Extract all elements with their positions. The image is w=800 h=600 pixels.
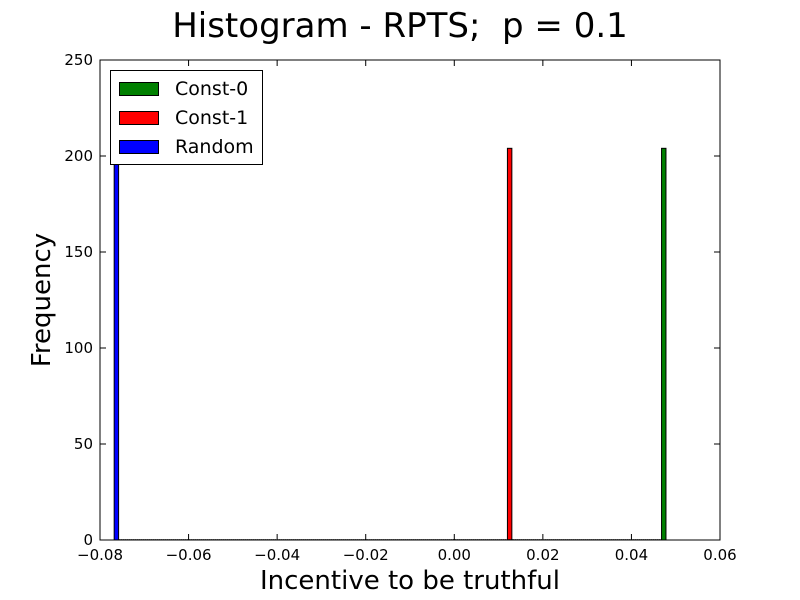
legend-label-const-0: Const-0 [175, 77, 249, 100]
plot-frame [99, 59, 721, 541]
legend-swatch-const-1 [119, 110, 159, 125]
legend-item-random: Random [119, 132, 254, 161]
axes-layer: −0.08 −0.06 −0.04 −0.02 0.00 0.02 0.04 0.06 0 50 1… [64, 51, 736, 564]
y-tick-label: 0 [83, 531, 93, 549]
bars-layer [113, 147, 667, 541]
bar-const-0-0 [661, 147, 667, 541]
x-tick-label: 0.04 [615, 546, 648, 564]
x-tick-label: −0.02 [343, 546, 389, 564]
x-tick-label: −0.06 [166, 546, 212, 564]
bar-random-0 [113, 147, 120, 541]
x-tick-label: 0.00 [438, 546, 471, 564]
y-tick-label: 150 [64, 243, 93, 261]
legend-swatch-const-0 [119, 81, 159, 96]
x-axis-label: Incentive to be truthful [259, 566, 560, 596]
y-tick-label: 200 [64, 147, 93, 165]
bar-const-1-0 [506, 147, 513, 541]
legend-item-const-1: Const-1 [119, 103, 254, 132]
legend-swatch-random [119, 139, 159, 154]
y-tick-label: 250 [64, 51, 93, 69]
legend-item-const-0: Const-0 [119, 74, 254, 103]
legend: Const-0 Const-1 Random [110, 70, 263, 165]
x-tick-label: −0.04 [254, 546, 300, 564]
y-axis-label: Frequency [27, 232, 57, 368]
legend-label-const-1: Const-1 [175, 106, 249, 129]
x-tick-label: 0.02 [526, 546, 559, 564]
x-tick-label: 0.06 [703, 546, 736, 564]
legend-label-random: Random [175, 135, 254, 158]
y-tick-label: 100 [64, 339, 93, 357]
chart-title: Histogram - RPTS; p = 0.1 [172, 6, 628, 46]
y-tick-label: 50 [74, 435, 93, 453]
x-tick-label: −0.08 [77, 546, 123, 564]
